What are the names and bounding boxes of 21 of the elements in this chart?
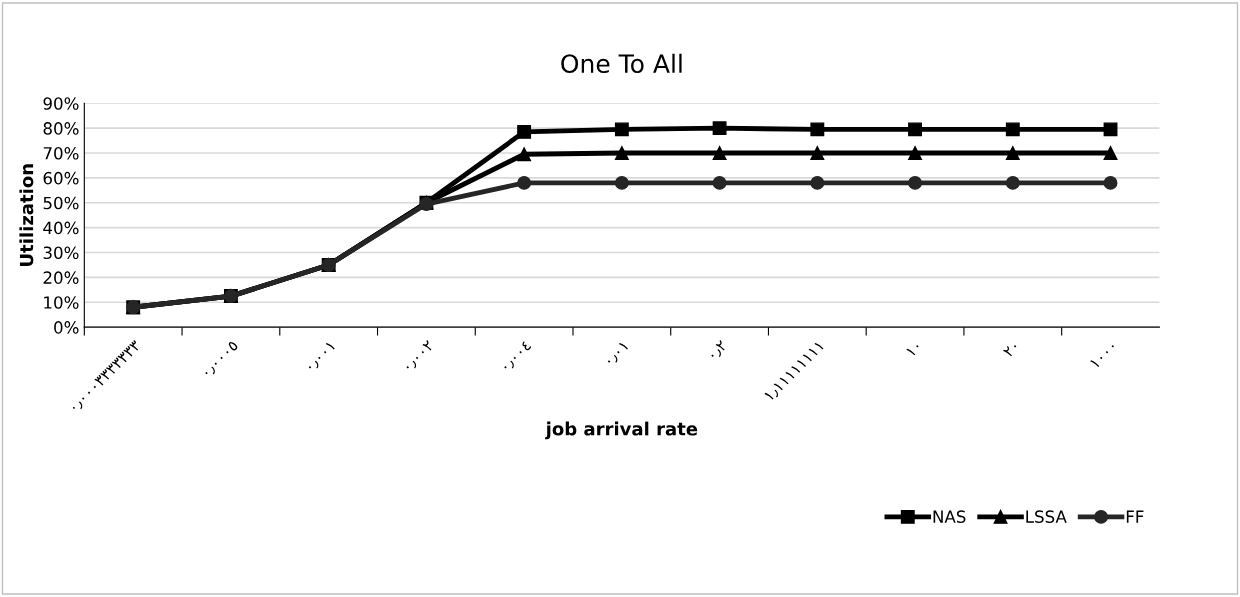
legend-label: NAS	[933, 510, 966, 523]
y-tick-label: 0%	[54, 321, 79, 334]
x-tick-label: ٠٫٠١	[604, 341, 630, 367]
legend-label: FF	[1126, 510, 1144, 523]
x-tick-label: ٢٠	[1002, 341, 1019, 358]
y-tick-label: 80%	[43, 122, 79, 135]
y-tick-label: 70%	[43, 146, 79, 160]
x-tick-label: ١٠٠٠	[1090, 341, 1117, 369]
y-tick-label: 90%	[43, 97, 79, 110]
y-tick-label: 50%	[43, 196, 79, 210]
y-tick-label: 30%	[43, 246, 79, 260]
x-tick-label: ١٠	[906, 341, 921, 357]
y-tick-label: 20%	[43, 271, 79, 284]
y-tick-label: 10%	[44, 296, 79, 309]
legend-label: LSSA	[1026, 510, 1067, 523]
chart-title: One To All	[561, 53, 682, 74]
y-tick-label: 40%	[43, 221, 79, 235]
y-axis-title: Utilization	[19, 164, 34, 266]
x-tick-label: ٠٫٢	[708, 340, 729, 361]
x-axis-title: job arrival rate	[545, 421, 698, 440]
y-tick-label: 60%	[43, 171, 79, 185]
